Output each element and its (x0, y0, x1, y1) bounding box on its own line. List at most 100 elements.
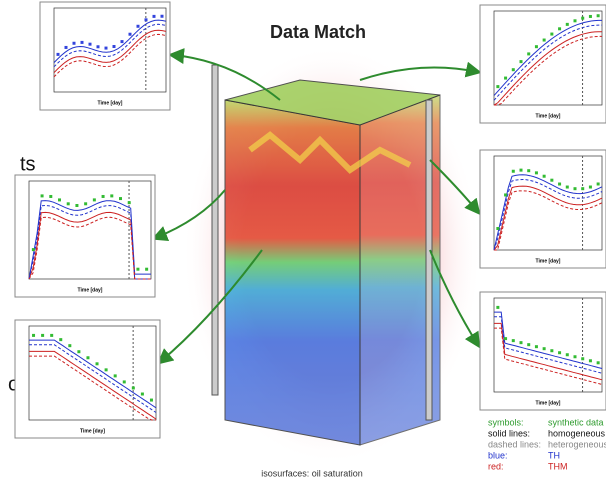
legend-value: TH (548, 450, 560, 460)
symbol (49, 195, 52, 198)
symbol (566, 353, 569, 356)
symbol (589, 359, 592, 362)
symbol (161, 15, 164, 18)
symbol (145, 18, 148, 21)
symbol (527, 343, 530, 346)
symbol (102, 195, 105, 198)
symbol (32, 334, 35, 337)
symbol (535, 45, 538, 48)
side-text: ts (20, 153, 36, 175)
x-axis-label: Time [day] (536, 400, 561, 406)
symbol (150, 399, 153, 402)
legend-value: synthetic data (548, 417, 604, 427)
x-axis-label: Time [day] (536, 258, 561, 264)
x-axis-label: Time [day] (80, 428, 105, 434)
symbol (89, 43, 92, 46)
symbol (512, 339, 515, 342)
legend-value: homogeneous (548, 428, 606, 438)
symbol (597, 14, 600, 17)
symbol (84, 202, 87, 205)
legend-key: symbols: (488, 417, 524, 427)
symbol (141, 393, 144, 396)
symbol (50, 334, 53, 337)
symbol (550, 349, 553, 352)
symbol (520, 169, 523, 172)
symbol (105, 368, 108, 371)
symbol (574, 187, 577, 190)
symbol (581, 357, 584, 360)
symbol (558, 183, 561, 186)
symbol (119, 197, 122, 200)
symbol (512, 170, 515, 173)
symbol (58, 198, 61, 201)
symbol (504, 193, 507, 196)
symbol (41, 334, 44, 337)
symbol (86, 356, 89, 359)
symbol (589, 15, 592, 18)
symbol (77, 350, 80, 353)
symbol (550, 179, 553, 182)
symbol (512, 68, 515, 71)
legend-key: solid lines: (488, 428, 530, 438)
well (212, 65, 218, 395)
symbol (114, 374, 117, 377)
symbol (581, 17, 584, 20)
symbol (128, 201, 131, 204)
symbol (73, 42, 76, 45)
legend-key: dashed lines: (488, 439, 541, 449)
legend-key: blue: (488, 450, 508, 460)
symbol (121, 40, 124, 43)
well (426, 100, 432, 420)
symbol (110, 194, 113, 197)
figure: Data Match isosurfaces: oil saturation t… (0, 0, 606, 480)
symbol (520, 341, 523, 344)
symbol (574, 19, 577, 22)
legend: symbols: synthetic data solid lines: homoge… (488, 417, 606, 471)
symbol (535, 345, 538, 348)
x-axis-label: Time [day] (536, 113, 561, 119)
symbol (96, 362, 99, 365)
symbol (504, 337, 507, 340)
symbol (496, 227, 499, 230)
symbol (581, 187, 584, 190)
symbol (113, 45, 116, 48)
symbol (574, 355, 577, 358)
symbol (65, 46, 68, 49)
title: Data Match (270, 22, 366, 42)
symbol (535, 171, 538, 174)
symbol (137, 25, 140, 28)
symbol (543, 175, 546, 178)
symbol (543, 347, 546, 350)
legend-value: THM (548, 461, 568, 471)
symbol (93, 198, 96, 201)
legend-key: red: (488, 461, 504, 471)
symbol (589, 186, 592, 189)
symbol (59, 338, 62, 341)
symbol (57, 53, 60, 56)
symbol (105, 47, 108, 50)
symbol (153, 15, 156, 18)
symbol (145, 268, 148, 271)
symbol (67, 202, 70, 205)
symbol (75, 204, 78, 207)
symbol (132, 386, 135, 389)
legend-value: heterogeneous (548, 439, 606, 449)
symbol (97, 45, 100, 48)
symbol (558, 27, 561, 30)
symbol (520, 60, 523, 63)
symbol (81, 41, 84, 44)
caption: isosurfaces: oil saturation (261, 468, 363, 478)
symbol (123, 380, 126, 383)
symbol (558, 351, 561, 354)
symbol (597, 361, 600, 364)
symbol (136, 268, 139, 271)
symbol (566, 23, 569, 26)
symbol (129, 33, 132, 36)
symbol (527, 169, 530, 172)
symbol (550, 33, 553, 36)
symbol (597, 182, 600, 185)
symbol (41, 194, 44, 197)
x-axis-label: Time [day] (78, 287, 103, 293)
symbol (543, 39, 546, 42)
symbol (68, 344, 71, 347)
